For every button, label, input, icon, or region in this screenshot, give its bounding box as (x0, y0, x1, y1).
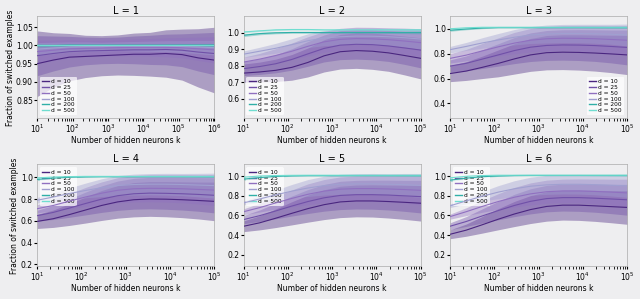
Legend: d = 10, d = 25, d = 50, d = 100, d = 200, d = 500: d = 10, d = 25, d = 50, d = 100, d = 200… (246, 77, 284, 115)
Legend: d = 10, d = 25, d = 50, d = 100, d = 200, d = 500: d = 10, d = 25, d = 50, d = 100, d = 200… (40, 167, 77, 206)
X-axis label: Number of hidden neurons k: Number of hidden neurons k (277, 136, 387, 145)
Y-axis label: Fraction of switched examples: Fraction of switched examples (10, 157, 19, 274)
Title: L = 3: L = 3 (525, 6, 552, 16)
X-axis label: Number of hidden neurons k: Number of hidden neurons k (277, 284, 387, 293)
Title: L = 5: L = 5 (319, 154, 345, 164)
X-axis label: Number of hidden neurons k: Number of hidden neurons k (71, 136, 180, 145)
Title: L = 2: L = 2 (319, 6, 345, 16)
Legend: d = 10, d = 25, d = 50, d = 100, d = 200, d = 500: d = 10, d = 25, d = 50, d = 100, d = 200… (246, 167, 284, 206)
X-axis label: Number of hidden neurons k: Number of hidden neurons k (484, 136, 593, 145)
X-axis label: Number of hidden neurons k: Number of hidden neurons k (71, 284, 180, 293)
Legend: d = 10, d = 25, d = 50, d = 100, d = 200, d = 500: d = 10, d = 25, d = 50, d = 100, d = 200… (587, 77, 624, 115)
Legend: d = 10, d = 25, d = 50, d = 100, d = 200, d = 500: d = 10, d = 25, d = 50, d = 100, d = 200… (40, 77, 77, 115)
Title: L = 6: L = 6 (525, 154, 552, 164)
Legend: d = 10, d = 25, d = 50, d = 100, d = 200, d = 500: d = 10, d = 25, d = 50, d = 100, d = 200… (453, 167, 490, 206)
X-axis label: Number of hidden neurons k: Number of hidden neurons k (484, 284, 593, 293)
Title: L = 1: L = 1 (113, 6, 139, 16)
Y-axis label: Fraction of switched examples: Fraction of switched examples (6, 9, 15, 126)
Title: L = 4: L = 4 (113, 154, 139, 164)
